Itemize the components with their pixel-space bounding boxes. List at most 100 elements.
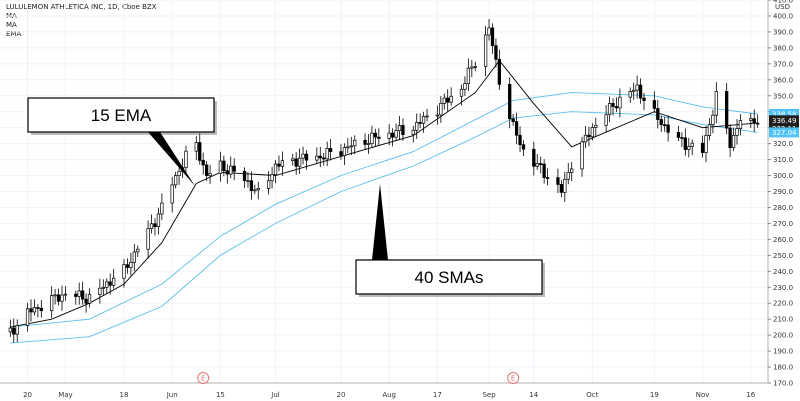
price-tag-label: 338.58	[772, 111, 797, 119]
candle-body	[253, 189, 257, 192]
legend-ema: EMA	[6, 30, 22, 38]
candle-body	[242, 170, 247, 182]
price-tick-label: 260.0	[773, 236, 793, 244]
candle-body	[60, 294, 64, 302]
price-tick-label: 320.0	[773, 140, 793, 148]
candle-body	[315, 155, 319, 161]
candle-body	[8, 327, 12, 333]
candle-body	[607, 103, 612, 116]
candle-body	[32, 307, 37, 313]
earnings-marker-label: E	[201, 375, 205, 383]
candle-body	[535, 163, 539, 167]
price-tick-label: 290.0	[773, 188, 793, 196]
candle-body	[136, 248, 140, 253]
candle-body	[232, 165, 236, 172]
candle-body	[273, 163, 278, 175]
candle-body	[511, 118, 515, 122]
candle-body	[663, 124, 667, 127]
candle-body	[218, 160, 223, 174]
candle-body	[328, 148, 333, 152]
price-tick-label: 280.0	[773, 204, 793, 212]
price-axis[interactable]: 170.0 180.0 190.0 200.0 210.0 220.0 230.0 240.0…	[767, 0, 800, 401]
candle-body	[611, 103, 615, 107]
candle-body	[687, 146, 691, 150]
candle-body	[635, 84, 639, 91]
candle-body	[652, 100, 656, 109]
price-tick-label: 210.0	[773, 316, 793, 324]
time-tick-label: 20	[336, 391, 345, 399]
candle-body	[483, 34, 488, 67]
callout-ema-box	[27, 97, 215, 133]
price-tick-label: 310.0	[773, 156, 793, 164]
sma-40-line	[10, 111, 758, 344]
price-axis-bg	[768, 0, 800, 401]
candle-body	[50, 295, 54, 312]
candle-body	[12, 327, 16, 335]
price-tag-label: 327.04	[772, 129, 797, 137]
time-tick-label: 20	[23, 391, 32, 399]
ema-15-line	[10, 59, 758, 328]
time-tick-label: Nov	[696, 391, 710, 399]
candle-body	[659, 119, 663, 126]
candle-body	[222, 160, 226, 172]
callout-sma-box	[355, 259, 543, 295]
grid	[0, 0, 768, 384]
candle-body	[707, 124, 712, 136]
candle-body	[542, 163, 546, 178]
candle-body	[170, 184, 174, 204]
earnings-marker	[507, 372, 520, 384]
candle-body	[177, 170, 181, 176]
time-tick-label: Jul	[270, 391, 280, 399]
candle-body	[449, 95, 453, 103]
ema-line	[10, 59, 758, 328]
time-tick-label: 15	[216, 391, 225, 399]
candle-body	[632, 89, 636, 92]
price-tick-label: 250.0	[773, 252, 793, 260]
candle-body	[339, 151, 343, 156]
candle-body	[532, 148, 536, 167]
time-axis[interactable]: 20 May 18 Jun 15 Jul 20 Aug 17 Sep 14 Oct 19 Nov 16	[0, 382, 768, 399]
callout-sma-pointer	[372, 184, 388, 260]
candle-body	[618, 96, 622, 109]
candle-body	[508, 83, 512, 120]
candle-body	[583, 134, 588, 143]
candle-body	[397, 125, 402, 131]
candle-body	[401, 125, 405, 136]
candle-body	[225, 170, 229, 175]
time-tick-label: Oct	[586, 391, 598, 399]
candle-body	[738, 120, 743, 129]
candle-body	[435, 114, 440, 117]
candle-body	[442, 97, 446, 104]
time-tick-label: 19	[650, 391, 659, 399]
price-tick-label: 360.0	[773, 76, 793, 84]
candle-body	[325, 148, 329, 160]
candle-body	[370, 132, 374, 144]
candle-body	[294, 158, 298, 167]
candle-body	[683, 137, 687, 150]
candle-body	[425, 115, 429, 118]
candle-body	[459, 88, 464, 97]
time-tick-label: May	[58, 391, 72, 399]
candle-body	[346, 146, 350, 149]
candle-body	[638, 84, 643, 99]
candle-body	[29, 308, 33, 313]
candle-body	[229, 165, 233, 175]
candle-body	[373, 132, 378, 138]
candle-body	[184, 150, 188, 168]
earnings-marker-label: E	[511, 375, 515, 383]
candle-body	[125, 264, 130, 268]
candle-body	[604, 114, 608, 126]
price-tick-label: 300.0	[773, 172, 793, 180]
candle-body	[146, 228, 150, 250]
legend-ma-2: MA	[6, 21, 17, 29]
candle-body	[39, 307, 43, 312]
candle-body	[521, 144, 526, 150]
candle-body	[366, 143, 371, 145]
candle-body	[25, 308, 30, 326]
candle-body	[122, 264, 126, 279]
price-tag	[769, 127, 799, 138]
candle-body	[494, 45, 498, 60]
candle-body	[342, 147, 347, 156]
